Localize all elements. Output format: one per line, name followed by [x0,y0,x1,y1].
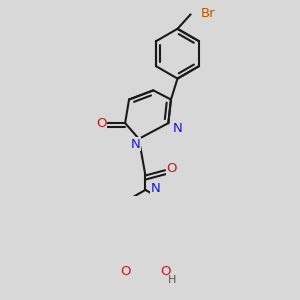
Text: H: H [167,275,176,285]
Text: O: O [121,265,131,278]
Text: N: N [151,182,160,195]
Text: O: O [96,117,107,130]
Text: O: O [160,265,170,278]
Text: O: O [167,162,177,176]
Text: N: N [131,138,140,151]
Text: Br: Br [201,7,216,20]
Text: N: N [172,122,182,135]
